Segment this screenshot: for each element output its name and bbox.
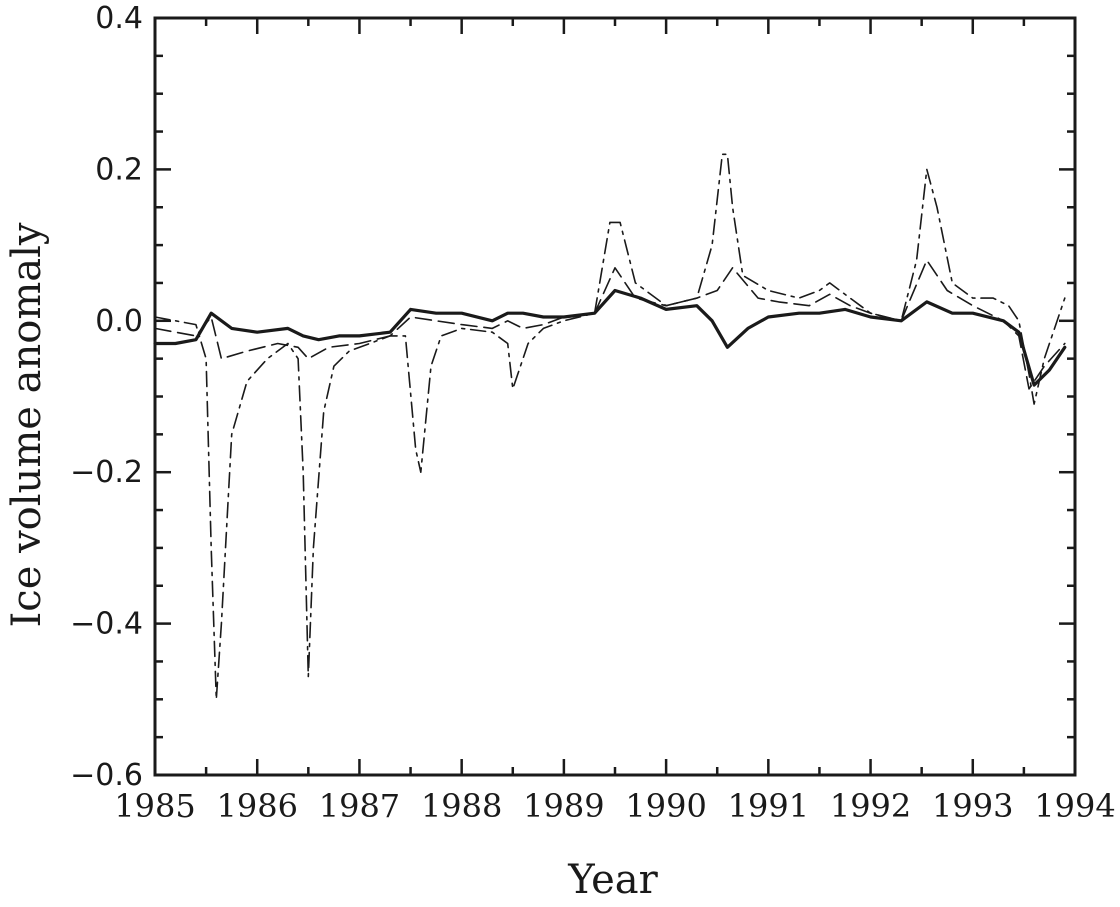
x-tick-label: 1992 bbox=[830, 787, 911, 825]
x-tick-label: 1987 bbox=[319, 787, 400, 825]
plot-frame bbox=[153, 16, 1077, 777]
axis-ticks bbox=[153, 16, 1077, 777]
x-tick-label: 1991 bbox=[728, 787, 809, 825]
y-tick-label: −0.6 bbox=[70, 758, 143, 793]
y-tick-label: −0.2 bbox=[70, 455, 143, 490]
x-tick-label: 1986 bbox=[217, 787, 298, 825]
series-solid bbox=[153, 288, 1067, 387]
x-axis-title: Year bbox=[567, 857, 658, 903]
y-tick-label: −0.4 bbox=[70, 607, 143, 642]
y-tick-label: 0.0 bbox=[95, 304, 143, 339]
x-tick-label: 1993 bbox=[932, 787, 1013, 825]
x-tick-label: 1994 bbox=[1034, 787, 1115, 825]
y-tick-label: 0.4 bbox=[95, 1, 143, 36]
y-tick-label: 0.2 bbox=[95, 152, 143, 187]
x-tick-labels: 1985 1986 1987 1988 1989 1990 1991 1992 1993 1994 bbox=[114, 787, 1115, 825]
y-axis-title: Ice volume anomaly bbox=[4, 222, 50, 627]
x-tick-label: 1989 bbox=[523, 787, 604, 825]
series-line-dashdot bbox=[154, 153, 1066, 701]
series-line-dashed bbox=[154, 259, 1066, 390]
x-tick-label: 1990 bbox=[625, 787, 706, 825]
y-tick-labels: 0.4 0.2 0.0 −0.2 −0.4 −0.6 bbox=[70, 1, 143, 793]
series-dashdot bbox=[154, 153, 1066, 701]
series-dashed bbox=[154, 259, 1066, 390]
x-tick-label: 1985 bbox=[114, 787, 195, 825]
series-layer bbox=[153, 153, 1067, 701]
series-line-solid bbox=[153, 288, 1067, 387]
x-tick-label: 1988 bbox=[421, 787, 502, 825]
